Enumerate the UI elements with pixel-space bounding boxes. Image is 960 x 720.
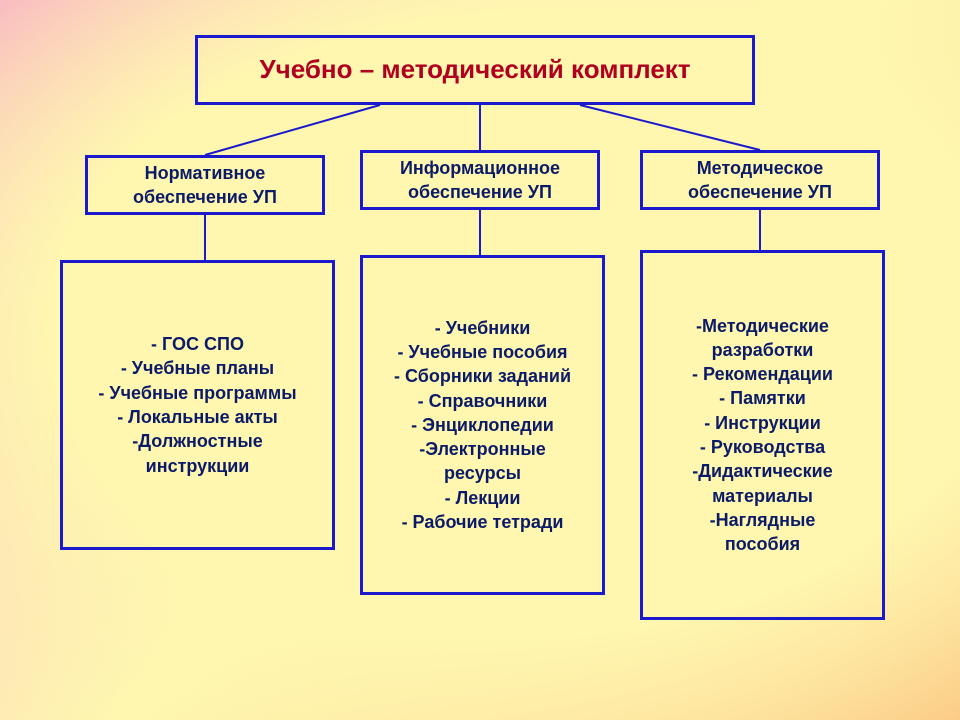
- branch-content-line: - Учебные программы: [63, 381, 332, 405]
- branch-content-line: - Учебные планы: [63, 356, 332, 380]
- branch-content-line: разработки: [643, 338, 882, 362]
- branch-content-line: -Наглядные: [643, 508, 882, 532]
- root-title-text: Учебно – методический комплект: [259, 52, 690, 87]
- branch-content-line: - Рабочие тетради: [363, 510, 602, 534]
- branch-head-line: обеспечение УП: [133, 185, 277, 209]
- branch-content-1: - Учебники- Учебные пособия- Сборники за…: [360, 255, 605, 595]
- branch-content-line: - Сборники заданий: [363, 364, 602, 388]
- branch-content-line: пособия: [643, 532, 882, 556]
- branch-content-line: ресурсы: [363, 461, 602, 485]
- branch-content-0: - ГОС СПО- Учебные планы- Учебные програ…: [60, 260, 335, 550]
- branch-content-line: - Учебники: [363, 316, 602, 340]
- root-title-box: Учебно – методический комплект: [195, 35, 755, 105]
- branch-head-line: обеспечение УП: [408, 180, 552, 204]
- branch-content-line: - Руководства: [643, 435, 882, 459]
- branch-content-line: -Методические: [643, 314, 882, 338]
- diagram-canvas: Учебно – методический комплект Нормативн…: [0, 0, 960, 720]
- branch-head-0: Нормативноеобеспечение УП: [85, 155, 325, 215]
- branch-content-line: - Лекции: [363, 486, 602, 510]
- branch-head-1: Информационноеобеспечение УП: [360, 150, 600, 210]
- branch-head-2: Методическоеобеспечение УП: [640, 150, 880, 210]
- branch-content-line: инструкции: [63, 454, 332, 478]
- branch-head-line: обеспечение УП: [688, 180, 832, 204]
- branch-content-line: - Справочники: [363, 389, 602, 413]
- branch-head-line: Информационное: [400, 156, 560, 180]
- branch-content-line: - Локальные акты: [63, 405, 332, 429]
- branch-content-line: материалы: [643, 484, 882, 508]
- branch-content-2: -Методическиеразработки- Рекомендации- П…: [640, 250, 885, 620]
- branch-content-line: -Электронные: [363, 437, 602, 461]
- branch-content-line: - Учебные пособия: [363, 340, 602, 364]
- branch-content-line: - Энциклопедии: [363, 413, 602, 437]
- branch-content-line: -Дидактические: [643, 459, 882, 483]
- branch-content-line: - Рекомендации: [643, 362, 882, 386]
- branch-content-line: - Инструкции: [643, 411, 882, 435]
- branch-head-line: Нормативное: [145, 161, 266, 185]
- branch-content-line: - ГОС СПО: [63, 332, 332, 356]
- branch-head-line: Методическое: [697, 156, 824, 180]
- branch-content-line: - Памятки: [643, 386, 882, 410]
- branch-content-line: -Должностные: [63, 429, 332, 453]
